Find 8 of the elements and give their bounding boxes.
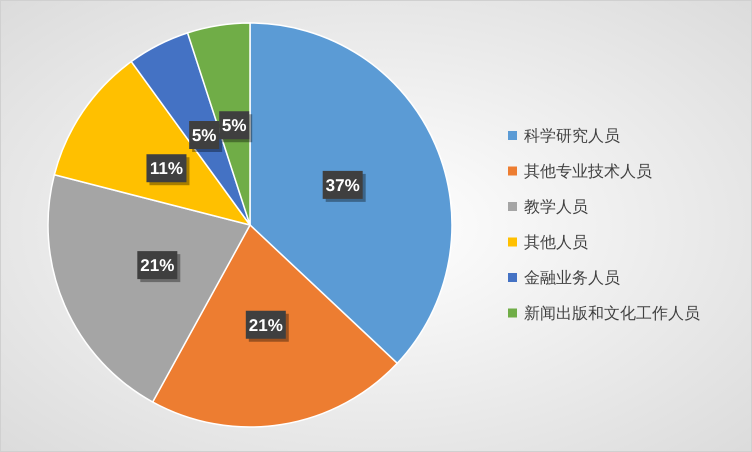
data-label: 37%: [326, 176, 360, 195]
legend-label: 教学人员: [524, 197, 588, 216]
legend-label: 其他人员: [524, 232, 588, 252]
data-label: 21%: [248, 316, 283, 335]
data-label: 5%: [222, 116, 246, 136]
data-label: 5%: [192, 126, 216, 146]
data-label: 21%: [140, 256, 174, 276]
data-label: 11%: [150, 159, 184, 178]
